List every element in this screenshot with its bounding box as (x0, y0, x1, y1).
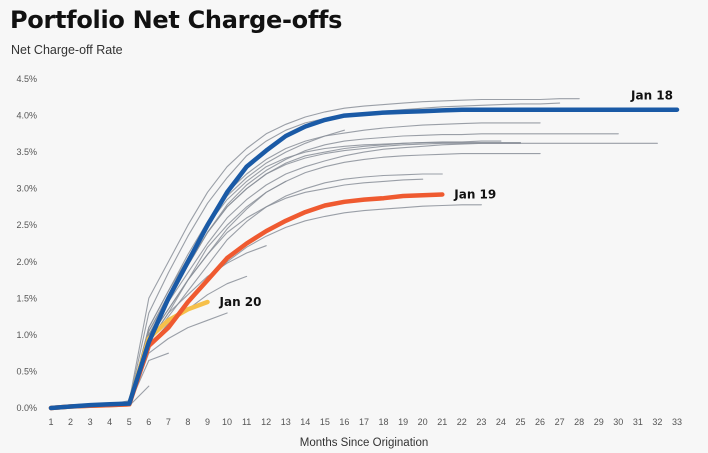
x-tick-label: 33 (672, 417, 682, 427)
x-tick-label: 25 (515, 417, 525, 427)
background-series-line-9 (50, 142, 522, 409)
y-axis-ticks: 0.0% 0.5% 1.0% 1.5% 2.0% 2.5% 3.0% 3.5% 4.0% 4.5% (16, 74, 37, 413)
y-axis-label: Net Charge-off Rate (11, 43, 123, 57)
x-tick-label: 12 (261, 417, 271, 427)
series-line-jan-20 (48, 299, 210, 411)
x-tick-label: 21 (437, 417, 447, 427)
x-tick-label: 11 (242, 417, 251, 427)
x-axis-ticks: 1 2 3 4 5 6 7 8 9 10 11 12 13 14 15 16 17 18 19 20 21 22 23 24 2… (48, 417, 682, 427)
y-tick-label: 0.0% (16, 403, 37, 413)
x-tick-label: 23 (476, 417, 486, 427)
series-label-jan-20: Jan 20 (219, 295, 262, 309)
x-tick-label: 2 (68, 417, 73, 427)
y-tick-label: 4.0% (16, 111, 37, 121)
x-tick-label: 29 (594, 417, 604, 427)
x-tick-label: 4 (107, 417, 112, 427)
x-tick-label: 28 (574, 417, 584, 427)
y-tick-label: 1.5% (16, 293, 37, 303)
y-tick-label: 3.0% (16, 184, 37, 194)
background-series-line-10 (50, 178, 424, 409)
background-series-line-16 (50, 312, 228, 409)
background-series-line-8 (50, 129, 345, 409)
x-tick-label: 27 (555, 417, 565, 427)
y-tick-label: 3.5% (16, 147, 37, 157)
series-label-jan-18: Jan 18 (630, 89, 673, 103)
series-label-jan-19: Jan 19 (453, 188, 496, 202)
x-tick-label: 10 (222, 417, 232, 427)
x-tick-label: 31 (633, 417, 643, 427)
x-tick-label: 26 (535, 417, 545, 427)
x-tick-label: 19 (398, 417, 408, 427)
y-tick-label: 2.0% (16, 257, 37, 267)
series-line-jan-18 (48, 107, 680, 411)
background-series-line-18 (50, 352, 169, 409)
y-tick-label: 1.0% (16, 330, 37, 340)
x-tick-label: 3 (88, 417, 93, 427)
y-tick-label: 4.5% (16, 74, 37, 84)
background-series-line-12 (50, 204, 482, 409)
x-tick-label: 20 (418, 417, 428, 427)
series-labels: Jan 20 Jan 19 Jan 18 (219, 89, 674, 309)
background-series-line-5 (50, 142, 522, 409)
y-tick-label: 2.5% (16, 220, 37, 230)
x-tick-label: 1 (48, 417, 53, 427)
x-tick-label: 24 (496, 417, 506, 427)
background-series-line-2 (50, 102, 561, 409)
highlight-series-group (48, 107, 680, 411)
background-series-line-3 (50, 122, 541, 409)
x-tick-label: 6 (146, 417, 151, 427)
chart-title: Portfolio Net Charge-offs (10, 6, 343, 34)
x-tick-label: 18 (379, 417, 389, 427)
x-tick-label: 30 (613, 417, 623, 427)
x-tick-label: 7 (166, 417, 171, 427)
x-tick-label: 5 (127, 417, 132, 427)
x-tick-label: 8 (185, 417, 190, 427)
x-tick-label: 22 (457, 417, 467, 427)
x-tick-label: 15 (320, 417, 330, 427)
background-series-line-7 (50, 140, 502, 409)
x-tick-label: 32 (652, 417, 662, 427)
x-tick-label: 9 (205, 417, 210, 427)
x-axis-label: Months Since Origination (300, 437, 428, 449)
x-tick-label: 14 (300, 417, 310, 427)
background-series-line-1 (50, 98, 580, 409)
x-tick-label: 16 (339, 417, 349, 427)
y-tick-label: 0.5% (16, 366, 37, 376)
x-tick-label: 13 (281, 417, 291, 427)
x-tick-label: 17 (359, 417, 369, 427)
